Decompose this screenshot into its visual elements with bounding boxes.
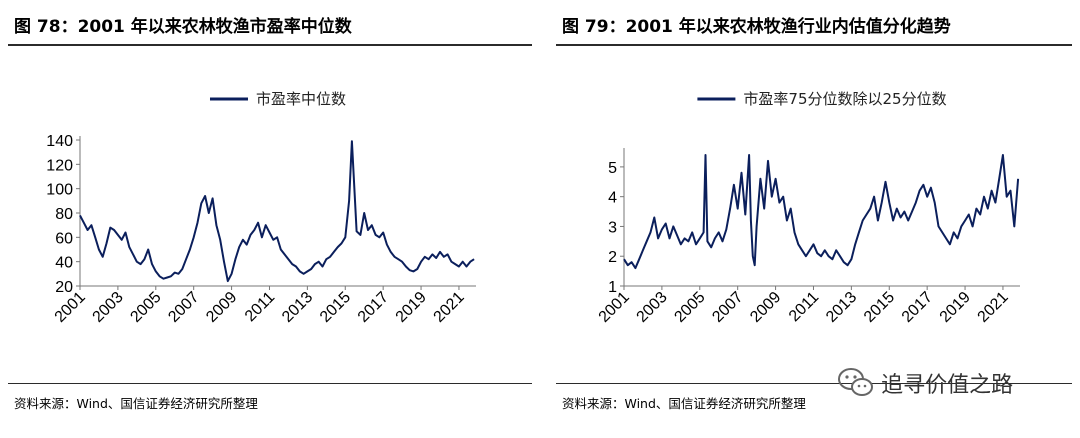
watermark-text: 追寻价值之路 xyxy=(881,373,1014,398)
right-source-rule xyxy=(556,383,1072,384)
left-x-tick-label: 2015 xyxy=(317,289,354,326)
left-x-tick-label: 2013 xyxy=(279,289,316,326)
right-y-tick-label: 2 xyxy=(608,249,617,266)
left-y-tick-label: 140 xyxy=(46,133,73,150)
right-legend-label: 市盈率75分位数除以25分位数 xyxy=(743,90,946,108)
right-x-tick-label: 2021 xyxy=(975,289,1012,326)
left-y-tick-label: 40 xyxy=(55,255,73,272)
right-x-tick-label: 2017 xyxy=(899,289,936,326)
right-figure-title: 图 79：2001 年以来农林牧渔行业内估值分化趋势 xyxy=(562,17,951,37)
left-x-tick-label: 2021 xyxy=(431,289,468,326)
left-series-line xyxy=(79,140,475,283)
right-x-tick-label: 2005 xyxy=(671,289,708,326)
left-figure-title: 图 78：2001 年以来农林牧渔市盈率中位数 xyxy=(14,17,352,37)
left-x-tick-label: 2011 xyxy=(242,289,278,325)
left-x-tick-label: 2019 xyxy=(393,289,430,326)
left-x-tick-label: 2017 xyxy=(355,289,392,326)
left-figure-panel: 图 78：2001 年以来农林牧渔市盈率中位数 20 40 60 80 100 120 14… xyxy=(8,17,532,411)
right-x-tick-label: 2015 xyxy=(861,289,898,326)
left-source-rule xyxy=(8,383,532,384)
right-figure-panel: 图 79：2001 年以来农林牧渔行业内估值分化趋势 1 2 3 4 5 2001 2003… xyxy=(548,0,1080,438)
right-y-tick-label: 1 xyxy=(608,279,617,296)
left-legend: 市盈率中位数 xyxy=(209,90,346,108)
right-y-tick-label: 3 xyxy=(608,219,617,236)
right-x-tick-label: 2009 xyxy=(747,289,784,326)
left-y-tick-label: 80 xyxy=(55,206,73,223)
left-title-rule xyxy=(8,44,532,46)
right-title-rule xyxy=(556,44,1072,46)
wechat-icon xyxy=(838,368,873,396)
right-source-note: 资料来源：Wind、国信证券经济研究所整理 xyxy=(562,396,806,411)
left-y-tick-label: 100 xyxy=(46,182,73,199)
left-legend-label: 市盈率中位数 xyxy=(256,90,346,108)
right-legend: 市盈率75分位数除以25分位数 xyxy=(697,90,947,108)
right-y-tick-label: 4 xyxy=(608,190,617,207)
left-y-tick-label: 120 xyxy=(46,157,73,174)
left-x-tick-label: 2005 xyxy=(127,289,164,326)
right-x-tick-label: 2001 xyxy=(596,289,633,326)
left-y-tick-label: 60 xyxy=(55,230,73,247)
left-source-note: 资料来源：Wind、国信证券经济研究所整理 xyxy=(14,396,258,411)
right-x-tick-label: 2003 xyxy=(634,289,671,326)
left-x-tick-label: 2007 xyxy=(165,289,202,326)
right-x-tick-label: 2011 xyxy=(786,289,822,325)
watermark: 追寻价值之路 xyxy=(836,366,1013,406)
left-x-tick-label: 2003 xyxy=(90,289,127,326)
left-y-tick-label: 20 xyxy=(55,279,73,296)
right-x-tick-label: 2019 xyxy=(937,289,974,326)
right-series-line xyxy=(623,154,1020,270)
right-y-tick-label: 5 xyxy=(608,160,617,177)
right-x-tick-label: 2013 xyxy=(823,289,860,326)
right-x-tick-label: 2007 xyxy=(709,289,746,326)
left-x-tick-label: 2009 xyxy=(203,289,240,326)
